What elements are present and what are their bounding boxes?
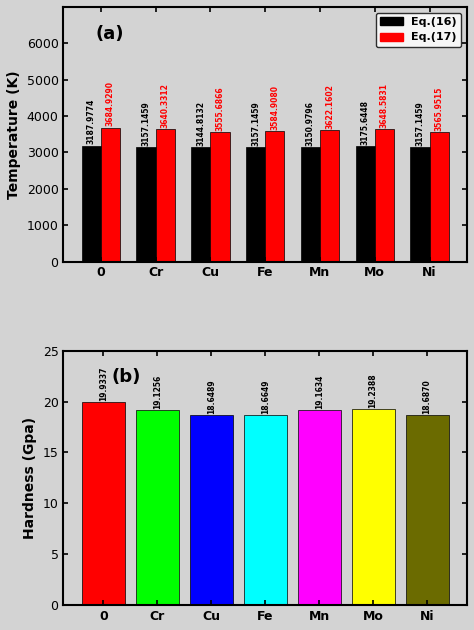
Bar: [406, 415, 449, 605]
Bar: [265, 131, 284, 261]
Bar: [301, 147, 320, 261]
Bar: [155, 129, 175, 261]
Text: 3684.9290: 3684.9290: [106, 81, 115, 127]
Text: 3648.5831: 3648.5831: [380, 83, 389, 128]
Text: 18.6649: 18.6649: [261, 380, 270, 414]
Text: 3175.6448: 3175.6448: [361, 100, 370, 145]
Text: 3157.1459: 3157.1459: [142, 101, 151, 146]
Bar: [136, 410, 179, 605]
Text: 3157.1459: 3157.1459: [415, 101, 424, 146]
Text: 3150.9796: 3150.9796: [306, 101, 315, 146]
Bar: [82, 402, 125, 605]
Y-axis label: Temperature (K): Temperature (K): [7, 70, 21, 198]
Text: 19.2388: 19.2388: [369, 374, 378, 408]
Bar: [429, 132, 449, 261]
Legend: Eq.(16), Eq.(17): Eq.(16), Eq.(17): [376, 13, 462, 47]
Text: 19.1256: 19.1256: [153, 375, 162, 410]
Text: 18.6870: 18.6870: [423, 379, 432, 414]
Text: 18.6489: 18.6489: [207, 380, 216, 415]
Bar: [244, 415, 287, 605]
Bar: [352, 410, 395, 605]
Text: 3622.1602: 3622.1602: [325, 84, 334, 129]
Bar: [82, 146, 101, 261]
Bar: [210, 132, 229, 261]
Bar: [410, 147, 429, 261]
Text: 19.1634: 19.1634: [315, 375, 324, 409]
Text: (b): (b): [112, 369, 141, 386]
Bar: [101, 127, 120, 261]
Text: 3157.1459: 3157.1459: [251, 101, 260, 146]
Text: 3187.9774: 3187.9774: [87, 99, 96, 144]
Bar: [320, 130, 339, 261]
Bar: [190, 415, 233, 605]
Text: 3144.8132: 3144.8132: [196, 101, 205, 146]
Text: 3584.9080: 3584.9080: [270, 85, 279, 130]
Text: 3555.6866: 3555.6866: [216, 86, 225, 131]
Bar: [246, 147, 265, 261]
Bar: [137, 147, 155, 261]
Text: 3640.3312: 3640.3312: [161, 83, 170, 128]
Text: (a): (a): [96, 25, 124, 43]
Bar: [375, 129, 394, 261]
Y-axis label: Hardness (Gpa): Hardness (Gpa): [23, 417, 37, 539]
Bar: [356, 146, 375, 261]
Text: 3565.9515: 3565.9515: [435, 86, 444, 131]
Bar: [191, 147, 210, 261]
Text: 19.9337: 19.9337: [99, 367, 108, 401]
Bar: [298, 410, 341, 605]
